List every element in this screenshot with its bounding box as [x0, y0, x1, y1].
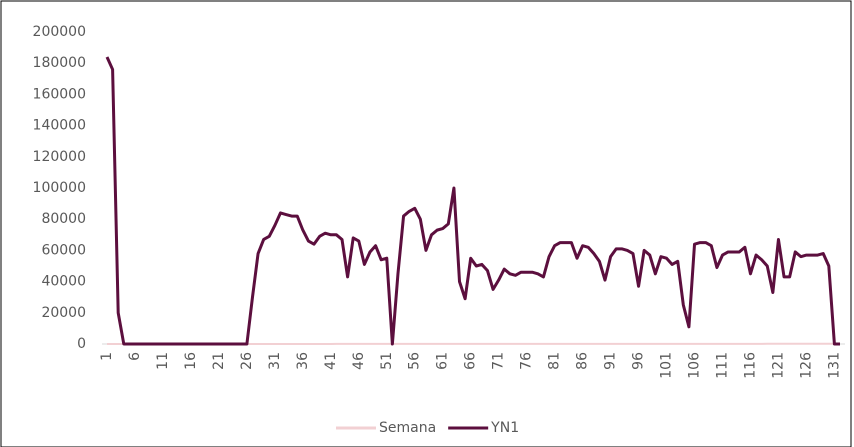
- x-tick-label: 86: [575, 352, 591, 370]
- x-tick-label: 126: [798, 352, 814, 379]
- x-tick-label: 26: [239, 352, 255, 370]
- x-tick-label: 16: [183, 352, 199, 370]
- x-tick-label: 6: [127, 352, 143, 361]
- x-tick-label: 21: [211, 352, 227, 370]
- y-tick-label: 140000: [33, 118, 86, 134]
- y-tick-label: 200000: [33, 24, 86, 40]
- y-tick-label: 60000: [41, 242, 86, 258]
- x-tick-label: 116: [742, 352, 758, 379]
- x-tick-label: 71: [491, 352, 507, 370]
- x-tick-label: 96: [631, 352, 647, 370]
- x-tick-label: 46: [351, 352, 367, 370]
- x-tick-label: 11: [155, 352, 171, 370]
- x-tick-label: 66: [463, 352, 479, 370]
- x-tick-label: 76: [519, 352, 535, 370]
- x-tick-label: 36: [295, 352, 311, 370]
- x-tick-label: 106: [687, 352, 703, 379]
- x-tick-label: 61: [435, 352, 451, 370]
- x-tick-label: 81: [547, 352, 563, 370]
- y-tick-label: 180000: [33, 55, 86, 71]
- y-tick-label: 40000: [41, 274, 86, 290]
- y-tick-label: 20000: [41, 305, 86, 321]
- x-tick-label: 111: [714, 352, 730, 379]
- line-series: [105, 56, 840, 346]
- x-tick-label: 51: [379, 352, 395, 370]
- y-tick-label: 160000: [33, 86, 86, 102]
- y-tick-label: 80000: [41, 211, 86, 227]
- x-tick-label: 101: [659, 352, 675, 379]
- x-tick-label: 41: [323, 352, 339, 370]
- x-tick-label: 56: [407, 352, 423, 370]
- y-tick-label: 0: [77, 336, 86, 352]
- y-tick-label: 100000: [33, 180, 86, 196]
- x-tick-label: 91: [603, 352, 619, 370]
- x-tick-label: 121: [770, 352, 786, 379]
- legend-label: YN1: [490, 420, 519, 436]
- x-tick-label: 1: [99, 352, 115, 361]
- y-tick-label: 120000: [33, 149, 86, 165]
- legend-label: Semana: [379, 420, 436, 436]
- x-tick-label: 131: [826, 352, 842, 379]
- x-tick-label: 31: [267, 352, 283, 370]
